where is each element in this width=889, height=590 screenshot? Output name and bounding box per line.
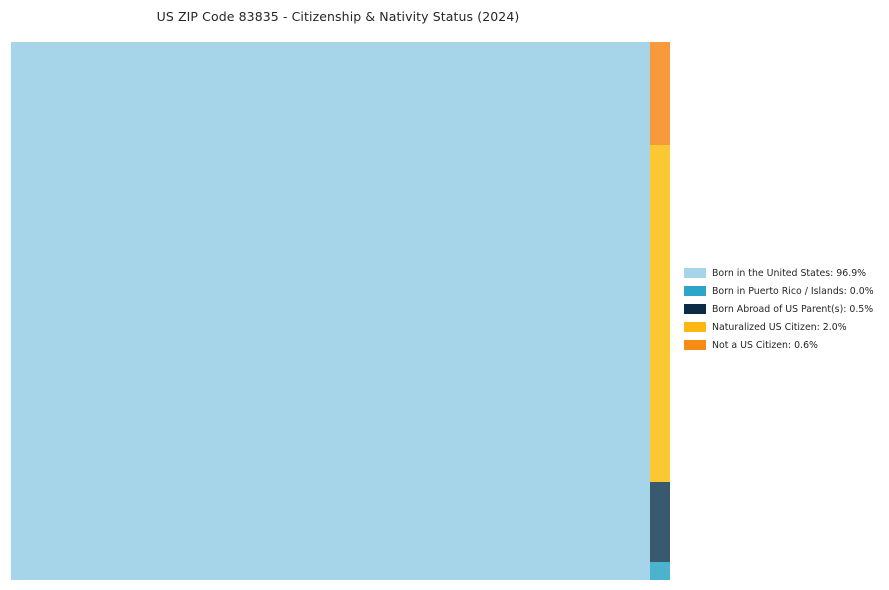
legend-swatch-icon — [684, 286, 706, 296]
legend-swatch-icon — [684, 322, 706, 332]
chart-legend: Born in the United States: 96.9% Born in… — [684, 264, 884, 354]
legend-item-label: Born Abroad of US Parent(s): 0.5% — [712, 303, 874, 315]
legend-item-label: Not a US Citizen: 0.6% — [712, 339, 818, 351]
treemap-tile-born-in-the-united-states[interactable] — [11, 42, 650, 580]
treemap-tile-naturalized-us-citizen[interactable] — [650, 145, 670, 482]
treemap-tile-born-abroad-of-us-parents[interactable] — [650, 482, 670, 562]
page-title: US ZIP Code 83835 - Citizenship & Nativi… — [156, 9, 520, 24]
legend-swatch-icon — [684, 268, 706, 278]
treemap-tile-not-a-us-citizen[interactable] — [650, 42, 670, 145]
legend-item-naturalized-us-citizen[interactable]: Naturalized US Citizen: 2.0% — [684, 318, 884, 336]
legend-item-born-in-the-united-states[interactable]: Born in the United States: 96.9% — [684, 264, 884, 282]
legend-item-not-a-us-citizen[interactable]: Not a US Citizen: 0.6% — [684, 336, 884, 354]
legend-item-label: Naturalized US Citizen: 2.0% — [712, 321, 847, 333]
legend-item-label: Born in the United States: 96.9% — [712, 267, 867, 279]
legend-item-born-abroad-of-us-parents[interactable]: Born Abroad of US Parent(s): 0.5% — [684, 300, 884, 318]
legend-swatch-icon — [684, 340, 706, 350]
legend-item-born-in-puerto-rico-islands[interactable]: Born in Puerto Rico / Islands: 0.0% — [684, 282, 884, 300]
legend-swatch-icon — [684, 304, 706, 314]
treemap-plot-area — [11, 42, 670, 580]
legend-item-label: Born in Puerto Rico / Islands: 0.0% — [712, 285, 874, 297]
treemap-tile-born-in-puerto-rico-islands[interactable] — [650, 562, 670, 580]
